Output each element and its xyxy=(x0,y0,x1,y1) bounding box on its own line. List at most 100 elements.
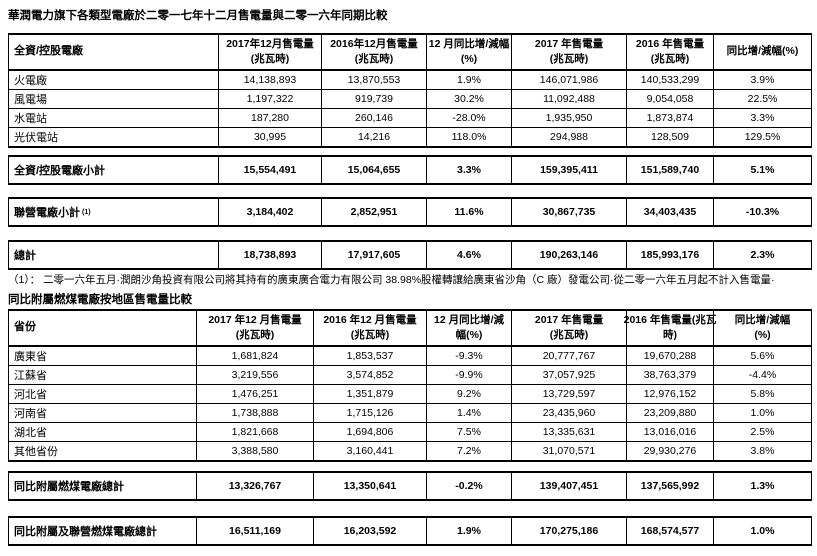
value-cell: 3,219,556 xyxy=(196,366,313,384)
header-line1: 省份 xyxy=(14,321,36,334)
value-cell: 3,574,852 xyxy=(313,366,426,384)
header-cell-label: 全資/控股電廠 xyxy=(9,35,218,69)
header-line1: 2017 年12 月售電量 xyxy=(208,313,302,326)
subtotal-row-associated: 聯營電廠小計 (1) 3,184,402 2,852,951 11.6% 30,867,7… xyxy=(8,197,812,227)
value-cell: 159,395,411 xyxy=(511,157,626,183)
value-cell: 34,403,435 xyxy=(626,199,713,225)
total-row-all-plants: 總計 18,738,893 17,917,605 4.6% 190,263,146 185… xyxy=(8,240,812,270)
table-row: 廣東省 1,681,824 1,853,537 -9.3% 20,777,767 19,6… xyxy=(9,347,811,365)
header-line1: 同比增/減幅 xyxy=(734,313,791,326)
value-cell: 1,935,950 xyxy=(511,109,626,127)
value-cell: 5.1% xyxy=(713,157,811,183)
header-cell: 同比增/減幅(%) xyxy=(713,311,811,345)
total-row-subsidiary-coal: 同比附屬燃煤電廠總計 13,326,767 13,350,641 -0.2% 139,4… xyxy=(8,471,812,501)
value-cell: 1,873,874 xyxy=(626,109,713,127)
row-label-cell: 廣東省 xyxy=(14,351,47,363)
header-cell-label: 省份 xyxy=(9,311,196,345)
plant-type-table-body: 火電廠 14,138,893 13,870,553 1.9% 146,071,986 14… xyxy=(8,71,812,148)
header-line1: 12 月同比增/減 xyxy=(433,313,504,326)
total-row-label-text: 同比附屬燃煤電廠總計 xyxy=(14,481,124,493)
value-cell: -10.3% xyxy=(713,199,811,225)
value-cell: 13,870,553 xyxy=(321,71,426,89)
header-line1: 2017 年售電量 xyxy=(534,37,604,50)
value-cell: -0.2% xyxy=(426,473,511,499)
header-line1: 2017年12月售電量 xyxy=(226,37,314,50)
value-cell: 170,275,186 xyxy=(511,518,626,544)
header-cell: 2017年12月售電量 (兆瓦時) xyxy=(218,35,321,69)
value-cell: 187,280 xyxy=(218,109,321,127)
value-cell: 1.4% xyxy=(426,404,511,422)
header-line2: (兆瓦時) xyxy=(250,53,290,65)
value-cell: 13,350,641 xyxy=(313,473,426,499)
header-cell: 2017 年售電量 (兆瓦時) xyxy=(511,35,626,69)
header-line1: 2016 年售電量 xyxy=(635,37,705,50)
value-cell: 151,589,740 xyxy=(626,157,713,183)
value-cell: 1.0% xyxy=(713,404,811,422)
header-line2: (兆瓦時) xyxy=(549,53,589,65)
value-cell: 146,071,986 xyxy=(511,71,626,89)
value-cell: 37,057,925 xyxy=(511,366,626,384)
value-cell: 294,988 xyxy=(511,128,626,146)
value-cell: 3,184,402 xyxy=(218,199,321,225)
header-cell: 2017 年售電量 (兆瓦時) xyxy=(511,311,626,345)
header-line2: (%) xyxy=(460,53,478,65)
value-cell: 5.8% xyxy=(713,385,811,403)
row-label-cell: 河南省 xyxy=(14,408,47,420)
value-cell: 23,209,880 xyxy=(626,404,713,422)
row-label-cell: 水電站 xyxy=(14,113,47,125)
value-cell: 7.2% xyxy=(426,442,511,460)
value-cell: 13,729,597 xyxy=(511,385,626,403)
total-row-label: 聯營電廠小計 (1) xyxy=(9,199,218,225)
table-row: 河南省 1,738,888 1,715,126 1.4% 23,435,960 23,20… xyxy=(9,403,811,422)
table-row: 火電廠 14,138,893 13,870,553 1.9% 146,071,986 14… xyxy=(9,71,811,89)
value-cell: 9.2% xyxy=(426,385,511,403)
plant-type-table-header: 全資/控股電廠 2017年12月售電量 (兆瓦時) 2016年12月售電量 (兆瓦時) 1… xyxy=(8,33,812,71)
row-label-cell: 風電場 xyxy=(14,94,47,106)
value-cell: 1.9% xyxy=(426,71,511,89)
header-line1: 2016 年售電量(兆瓦 xyxy=(623,313,717,326)
total-row-label: 全資/控股電廠小計 xyxy=(9,157,218,183)
header-cell: 12 月同比增/減幅 (%) xyxy=(426,35,511,69)
row-label-cell: 江蘇省 xyxy=(14,370,47,382)
value-cell: 29,930,276 xyxy=(626,442,713,460)
total-row-label-text: 全資/控股電廠小計 xyxy=(14,165,106,177)
table-row: 河北省 1,476,251 1,351,879 9.2% 13,729,597 12,97… xyxy=(9,384,811,403)
header-line2: (兆瓦時) xyxy=(650,53,690,65)
value-cell: 9,054,058 xyxy=(626,90,713,108)
value-cell: 20,777,767 xyxy=(511,347,626,365)
value-cell: 1,681,824 xyxy=(196,347,313,365)
value-cell: 16,511,169 xyxy=(196,518,313,544)
footnote-ref: (1) xyxy=(82,208,91,216)
value-cell: 30,867,735 xyxy=(511,199,626,225)
header-line2: (兆瓦時) xyxy=(235,329,275,341)
header-line2: 幅(%) xyxy=(455,329,483,341)
table-row: 江蘇省 3,219,556 3,574,852 -9.9% 37,057,925 38,7… xyxy=(9,365,811,384)
value-cell: 13,326,767 xyxy=(196,473,313,499)
header-cell: 2016年12月售電量 (兆瓦時) xyxy=(321,35,426,69)
header-line2: (兆瓦時) xyxy=(350,329,390,341)
value-cell: 12,976,152 xyxy=(626,385,713,403)
value-cell: 3,388,580 xyxy=(196,442,313,460)
value-cell: 15,064,655 xyxy=(321,157,426,183)
value-cell: 30.2% xyxy=(426,90,511,108)
header-cell: 同比增/減幅(%) xyxy=(713,35,811,69)
table-row: 其他省份 3,388,580 3,160,441 7.2% 31,070,571 29,9… xyxy=(9,441,811,460)
value-cell: 919,739 xyxy=(321,90,426,108)
value-cell: 5.6% xyxy=(713,347,811,365)
value-cell: 14,138,893 xyxy=(218,71,321,89)
total-row-label-text: 同比附屬及聯營燃煤電廠總計 xyxy=(14,526,157,538)
value-cell: 3.3% xyxy=(713,109,811,127)
table1-title: 華潤電力旗下各類型電廠於二零一七年十二月售電量與二零一六年同期比較 xyxy=(8,10,388,22)
value-cell: 1,853,537 xyxy=(313,347,426,365)
value-cell: 128,509 xyxy=(626,128,713,146)
value-cell: 3.9% xyxy=(713,71,811,89)
header-cell: 2016 年售電量(兆瓦時) xyxy=(624,311,716,345)
value-cell: 14,216 xyxy=(321,128,426,146)
value-cell: 17,917,605 xyxy=(321,242,426,268)
total-row-label-text: 聯營電廠小計 xyxy=(14,207,80,219)
value-cell: 1.0% xyxy=(713,518,811,544)
value-cell: 38,763,379 xyxy=(626,366,713,384)
value-cell: -28.0% xyxy=(426,109,511,127)
row-label-cell: 河北省 xyxy=(14,389,47,401)
